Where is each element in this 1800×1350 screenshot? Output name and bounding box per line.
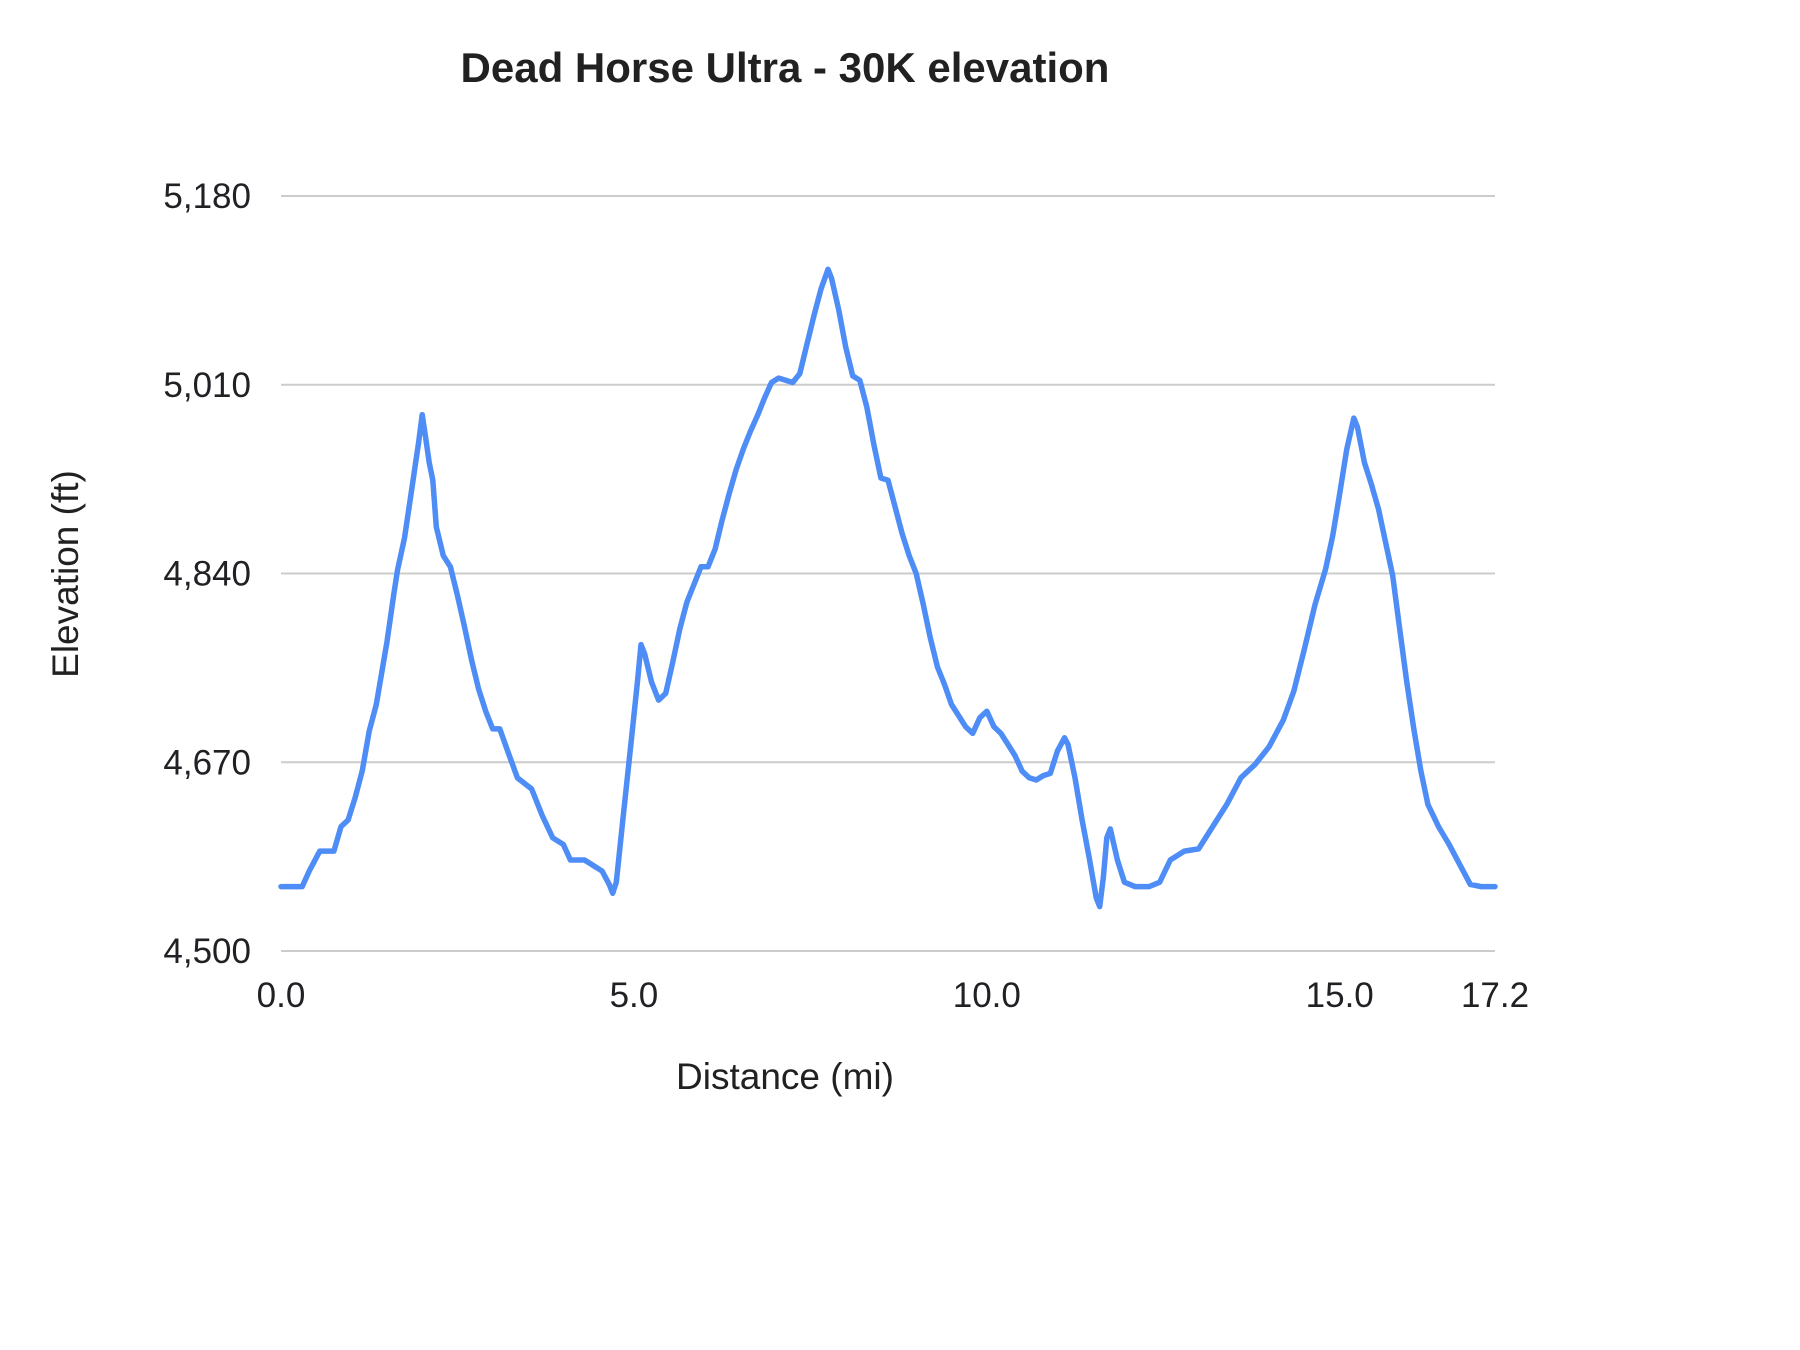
x-tick-label: 0.0	[257, 976, 306, 1015]
x-axis-title: Distance (mi)	[676, 1056, 894, 1097]
y-tick-label: 5,180	[163, 177, 251, 216]
x-tick-label: 17.2	[1461, 976, 1529, 1015]
y-tick-label: 5,010	[163, 366, 251, 405]
y-tick-label: 4,670	[163, 743, 251, 782]
x-tick-label: 5.0	[610, 976, 659, 1015]
y-tick-label: 4,840	[163, 555, 251, 594]
x-tick-label: 10.0	[953, 976, 1021, 1015]
elevation-series-path	[278, 266, 1498, 910]
x-tick-label: 15.0	[1306, 976, 1374, 1015]
chart-title: Dead Horse Ultra - 30K elevation	[460, 44, 1110, 91]
y-tick-label: 4,500	[163, 932, 251, 971]
